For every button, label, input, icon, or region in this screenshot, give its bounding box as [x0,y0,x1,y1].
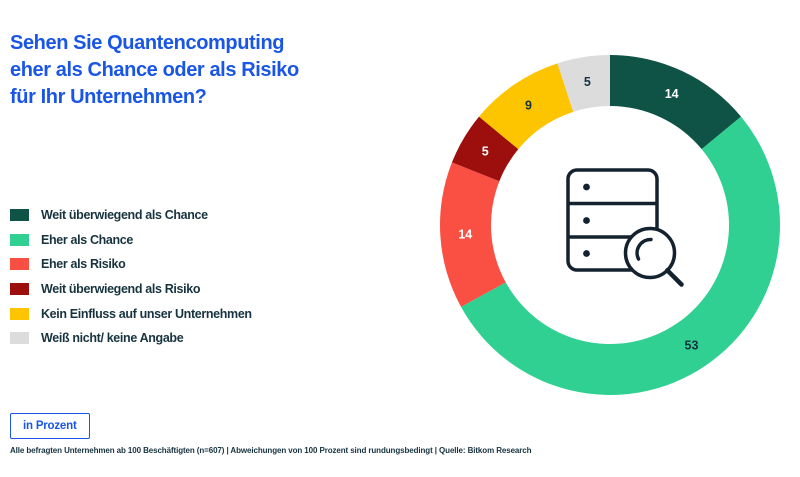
legend-label: Eher als Risiko [41,257,126,272]
legend-swatch [10,307,29,320]
donut-value-label: 5 [584,75,591,89]
unit-button[interactable]: in Prozent [10,413,90,439]
donut-segment-5 [557,55,610,112]
legend-item: Weiß nicht/ keine Angabe [10,326,252,351]
legend-item: Weit überwiegend als Risiko [10,277,252,302]
server-led-dot [583,183,590,191]
chart-title: Sehen Sie Quantencomputing eher als Chan… [10,30,299,111]
legend-swatch [10,283,29,296]
legend-swatch [10,209,29,222]
database-search-icon [566,168,684,287]
source-note: Alle befragten Unternehmen ab 100 Beschä… [10,446,532,455]
donut-value-label: 14 [458,227,472,241]
server-led-dot [583,250,590,257]
donut-value-labels: 14 53 14 5 9 5 [458,75,698,352]
legend-item: Kein Einfluss auf unser Unternehmen [10,301,252,326]
donut-value-label: 14 [665,87,679,101]
legend-label: Weit überwiegend als Chance [41,208,208,223]
magnifier-lens [623,226,677,280]
magnifier-handle [665,268,684,287]
legend-item: Eher als Chance [10,228,252,253]
donut-segment-4 [479,63,574,150]
donut-value-label: 53 [685,338,699,352]
legend-item: Eher als Risiko [10,252,252,277]
chart-legend: Weit überwiegend als Chance Eher als Chan… [10,203,252,351]
donut-segment-2 [440,162,506,307]
donut-value-label: 9 [525,98,532,112]
donut-segment-0 [610,55,741,150]
legend-item: Weit überwiegend als Chance [10,203,252,228]
legend-label: Eher als Chance [41,232,134,247]
chart-title-line: für Ihr Unternehmen? [10,86,207,108]
legend-label: Kein Einfluss auf unser Unternehmen [41,306,252,321]
legend-swatch [10,258,29,271]
chart-title-line: eher als Chance oder als Risiko [10,59,299,81]
donut-segments [440,55,781,396]
donut-segment-1 [461,116,781,396]
magnifier-highlight [635,237,653,261]
legend-swatch [10,233,29,246]
legend-label: Weit überwiegend als Risiko [41,282,201,297]
legend-label: Weiß nicht/ keine Angabe [41,331,184,346]
server-led-dot [583,217,590,224]
donut-segment-3 [451,116,519,182]
legend-swatch [10,332,29,345]
donut-value-label: 5 [482,145,489,159]
chart-title-line: Sehen Sie Quantencomputing [10,32,285,54]
